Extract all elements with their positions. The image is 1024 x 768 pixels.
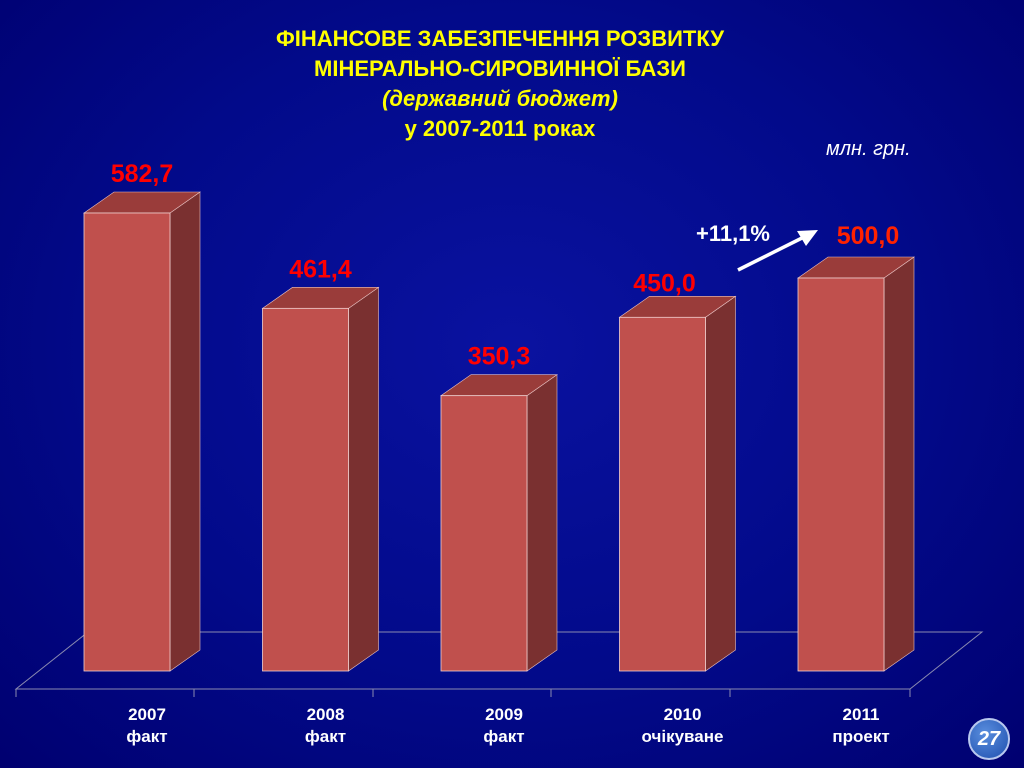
chart-title: ФІНАНСОВЕ ЗАБЕЗПЕЧЕННЯ РОЗВИТКУ МІНЕРАЛЬ… xyxy=(0,24,1000,144)
x-tick-label: очікуване xyxy=(642,727,724,746)
bar-side xyxy=(169,191,201,672)
x-tick-label: факт xyxy=(305,727,346,746)
bar-side xyxy=(705,295,736,672)
bar-side xyxy=(883,256,915,672)
data-label: 461,4 xyxy=(289,255,352,283)
bar xyxy=(619,316,706,672)
x-tick-label: факт xyxy=(483,727,524,746)
x-tick-label: 2008 xyxy=(307,705,345,724)
title-line-4: у 2007-2011 роках xyxy=(404,116,596,141)
title-line-1: ФІНАНСОВЕ ЗАБЕЗПЕЧЕННЯ РОЗВИТКУ xyxy=(275,26,724,51)
growth-arrow xyxy=(737,234,807,272)
bar xyxy=(440,395,528,672)
title-line-3: (державний бюджет) xyxy=(382,86,618,111)
data-label: 450,0 xyxy=(633,269,696,297)
data-label: 350,3 xyxy=(468,343,531,371)
bar xyxy=(262,307,349,672)
title-line-2: МІНЕРАЛЬНО-СИРОВИННОЇ БАЗИ xyxy=(314,56,686,81)
x-tick-label: 2007 xyxy=(128,705,166,724)
data-label: 500,0 xyxy=(837,222,900,250)
bar xyxy=(797,277,885,672)
page-number-badge: 27 xyxy=(968,718,1010,760)
chart-floor xyxy=(14,631,984,690)
x-tick-label: 2009 xyxy=(485,705,523,724)
unit-label: млн. грн. xyxy=(826,138,911,160)
bar-side xyxy=(348,286,379,672)
data-label: 582,7 xyxy=(111,160,174,188)
x-tick-label: факт xyxy=(126,727,167,746)
bar-side xyxy=(526,374,558,672)
x-tick-label: 2011 xyxy=(843,705,880,724)
bar xyxy=(83,212,171,672)
x-tick-label: 2010 xyxy=(664,705,702,724)
growth-annotation: +11,1% xyxy=(696,221,770,246)
arrow-head-icon xyxy=(797,230,818,246)
x-tick-label: проект xyxy=(832,727,889,746)
